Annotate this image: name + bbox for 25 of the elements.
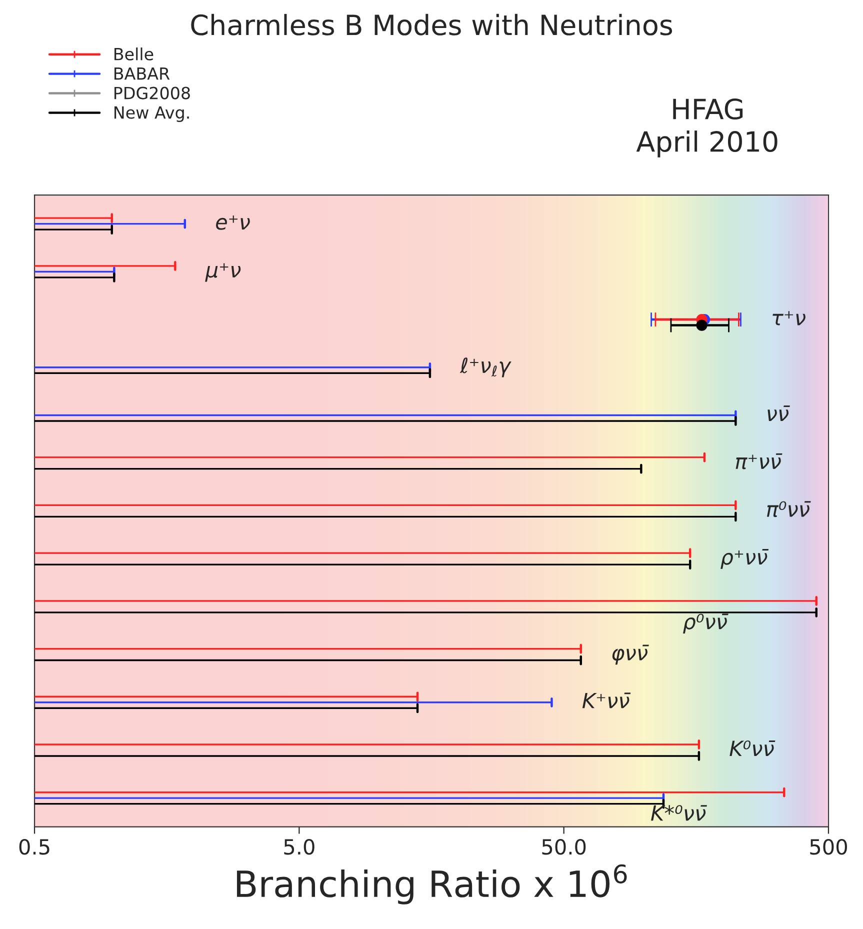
chart-title: Charmless B Modes with Neutrinos — [191, 14, 672, 36]
x-tick-label: 50.0 — [542, 838, 586, 855]
y-tick-label: ρ⁺νν̄ — [720, 549, 769, 569]
y-tick-label: π⁺νν̄ — [736, 453, 782, 470]
text: April 2010 — [636, 130, 778, 158]
text: HFAG — [673, 98, 743, 120]
y-tick-label: μ⁺ν — [205, 263, 241, 282]
y-tick-label: K⁺νν̄ — [582, 692, 631, 708]
y-tick-label: ℓ⁺ν$_{ℓ}$γ — [460, 357, 512, 378]
legend-label: BABAR — [114, 67, 170, 80]
y-tick-label: K*⁰νν̄ — [651, 805, 707, 821]
legend-label: PDG2008 — [114, 86, 190, 100]
x-axis-title: Branching Ratio x 10$^{6}$ — [236, 864, 627, 904]
y-tick-label: φνν̄ — [612, 644, 649, 665]
y-tick-label: K⁰νν̄ — [730, 740, 776, 756]
y-tick-label: π⁰νν̄ — [766, 501, 811, 518]
x-tick-label: 500 — [810, 838, 847, 855]
x-tick-label: 0.5 — [19, 838, 50, 855]
y-tick-label: e⁺ν — [216, 215, 250, 230]
legend-label: Belle — [114, 48, 154, 60]
legend-label: New Avg. — [114, 106, 189, 122]
y-tick-label: ρ⁰νν̄ — [683, 614, 728, 634]
x-tick-label: 5.0 — [284, 838, 314, 855]
y-tick-label: τ⁺ν — [772, 311, 806, 326]
y-tick-label: νν̄ — [768, 405, 790, 421]
